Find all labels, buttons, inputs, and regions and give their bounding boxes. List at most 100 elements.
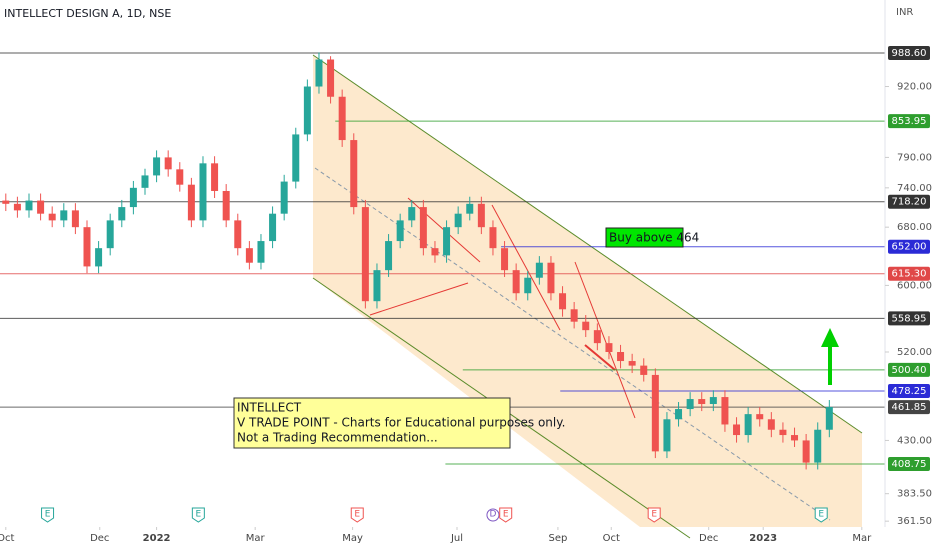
level-label: 615.30 [892, 269, 927, 280]
level-tag [888, 114, 930, 129]
candle-body [779, 429, 787, 436]
arrow-up [821, 328, 839, 385]
candle-body [37, 200, 45, 214]
candle-body [651, 374, 659, 452]
drawings [312, 54, 863, 539]
candle-body [570, 309, 578, 322]
candle-body [13, 203, 21, 211]
level-tag [888, 239, 930, 254]
event-label: E [45, 510, 51, 520]
event-label: E [503, 510, 509, 520]
candle-body [477, 203, 485, 228]
candle-body [48, 213, 56, 221]
candle-body [466, 203, 474, 214]
level-tag [888, 46, 930, 61]
x-tick-label: May [342, 533, 363, 544]
candle-body [547, 262, 555, 294]
candle-body [303, 86, 311, 135]
x-tick-label: Oct [0, 533, 15, 544]
candle-body [454, 213, 462, 228]
candle-body [361, 207, 369, 302]
x-tick-label: Mar [246, 533, 266, 544]
event-icon [499, 507, 513, 523]
trendline [574, 261, 636, 419]
level-tag [888, 400, 930, 415]
level-label: 652.00 [892, 242, 927, 253]
candle-body [280, 181, 288, 214]
candle-body [814, 429, 822, 463]
y-tick-label: 790.00 [897, 152, 932, 163]
candle-body [431, 248, 439, 256]
event-marker: E [350, 507, 364, 523]
y-tick-label: 740.00 [897, 183, 932, 194]
event-label: D [489, 510, 496, 520]
candle-body [802, 440, 810, 463]
x-tick-label: 2022 [143, 533, 171, 544]
marks [0, 52, 885, 470]
candle-body [617, 351, 625, 362]
candle-body [269, 213, 277, 242]
channel-fill [313, 55, 862, 527]
level-label: 478.25 [892, 386, 927, 397]
trendline [584, 344, 616, 371]
candle-body [709, 397, 717, 405]
candle-body [396, 220, 404, 242]
y-tick-label: 383.50 [897, 489, 932, 500]
chart-title: INTELLECT DESIGN A, 1D, NSE [4, 7, 171, 20]
candle-body [512, 270, 520, 294]
x-tick-label: 2023 [749, 533, 777, 544]
event-icon [350, 507, 364, 523]
candle-body [118, 207, 126, 221]
event-label: E [354, 510, 360, 520]
y-tick-label: 920.00 [897, 82, 932, 93]
candle-body [338, 96, 346, 141]
candle-body [686, 399, 694, 410]
event-icon [41, 507, 55, 523]
event-marker: D [486, 508, 500, 522]
candle-body [199, 163, 207, 221]
candle-body [640, 365, 648, 375]
level-tag [888, 362, 930, 377]
currency: INR [896, 7, 913, 18]
event-label: E [818, 510, 824, 520]
candle-body [419, 207, 427, 249]
level-label: 461.85 [892, 402, 927, 413]
event-marker: E [814, 507, 828, 523]
level-tag [888, 266, 930, 281]
level-label: 988.60 [892, 48, 927, 59]
x-tick-label: Jul [450, 533, 463, 544]
candle-body [767, 419, 775, 430]
y-tick-label: 600.00 [897, 280, 932, 291]
candle-body [582, 321, 590, 331]
event-marker: E [499, 507, 513, 523]
candle-body [524, 277, 532, 294]
annotation: Buy above 464 [609, 231, 699, 245]
event-marker: E [191, 507, 205, 523]
candle-body [315, 59, 323, 87]
candle-body [443, 227, 451, 256]
candle-body [535, 262, 543, 278]
candle-body [292, 134, 300, 182]
candle-body [2, 200, 10, 204]
candle-body [721, 397, 729, 425]
event-marker: E [41, 507, 55, 523]
candle-body [71, 210, 79, 228]
level-label: 500.40 [892, 365, 927, 376]
candle-body [605, 343, 613, 352]
note-line: Not a Trading Recommendation... [237, 431, 438, 445]
candle-body [628, 361, 636, 366]
level-label: 718.20 [892, 197, 927, 208]
level-label: 853.95 [892, 116, 927, 127]
event-icon [814, 507, 828, 523]
candle-body [408, 207, 416, 221]
candle-body [385, 241, 393, 271]
event-marker: E [647, 507, 661, 523]
level-label: 558.95 [892, 313, 927, 324]
candle-body [234, 220, 242, 249]
candle-body [83, 227, 91, 267]
x-tick-label: Dec [90, 533, 109, 544]
candle-body [60, 210, 68, 221]
candle-body [698, 399, 706, 405]
x-tick-label: Sep [548, 533, 567, 544]
candle-body [327, 59, 335, 97]
